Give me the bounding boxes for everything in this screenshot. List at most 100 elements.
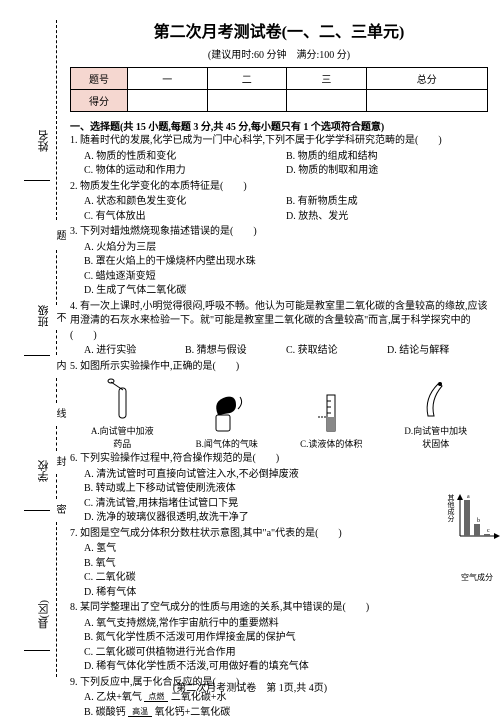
fig-d: D.向试管中加块状固体 xyxy=(401,378,471,450)
q2-b: B. 有新物质生成 xyxy=(286,195,488,210)
seal-char-3: 内 xyxy=(52,360,67,370)
arrow-line-icon xyxy=(128,716,152,717)
margin-county-line xyxy=(24,650,50,651)
q4: 4. 有一次上课时,小明觉得很闷,呼吸不畅。他认为可能是教室里二氧化碳的含量较高… xyxy=(70,300,488,344)
q1-a: A. 物质的性质和变化 xyxy=(84,150,286,165)
q1-c: C. 物体的运动和作用力 xyxy=(84,164,286,179)
seal-line-6 xyxy=(56,474,57,499)
svg-text:b: b xyxy=(477,518,480,524)
q9-b: B. 碳酸钙 高温 氧化钙+二氧化碳 xyxy=(84,706,488,720)
th-score: 得分 xyxy=(71,90,128,112)
td-1: 一 xyxy=(128,68,208,90)
td-total: 总分 xyxy=(366,68,487,90)
chart-ylabel: 其他成分 xyxy=(446,494,456,522)
fig-b-label: B.闻气体的气味 xyxy=(196,439,258,449)
smell-gas-icon xyxy=(206,391,248,435)
margin-school-line xyxy=(24,510,50,511)
seal-char-2: 不 xyxy=(52,312,67,322)
margin-name-line xyxy=(24,180,50,181)
q6-opts: A. 清洗试管时可直接向试管注入水,不必倒掉废液 B. 转动或上下移动试管使刷洗… xyxy=(70,468,488,526)
seal-line-1 xyxy=(56,20,57,220)
bar-chart-icon: a b c xyxy=(452,492,500,542)
q2-c: C. 有气体放出 xyxy=(84,210,286,225)
q6-b: B. 转动或上下移动试管使刷洗液体 xyxy=(84,482,488,497)
q3-c: C. 蜡烛逐渐变短 xyxy=(84,270,488,285)
q5: 5. 如图所示实验操作中,正确的是( ) xyxy=(70,360,488,375)
td-2: 二 xyxy=(207,68,287,90)
fig-a-label: A.向试管中加液药品 xyxy=(91,426,154,449)
q2-opts: A. 状态和颜色发生变化 B. 有新物质生成 C. 有气体放出 D. 放热、发光 xyxy=(70,195,488,224)
q2: 2. 物质发生化学变化的本质特征是( ) xyxy=(70,180,488,195)
q8: 8. 某同学整理出了空气成分的性质与用途的关系,其中错误的是( ) xyxy=(70,601,488,616)
q8-b: B. 氮气化学性质不活泼可用作焊接金属的保护气 xyxy=(84,631,488,646)
q4-text: 4. 有一次上课时,小明觉得很闷,呼吸不畅。他认为可能是教室里二氧化碳的含量较高… xyxy=(70,301,488,341)
q3-b: B. 罩在火焰上的干燥烧杯内壁出现水珠 xyxy=(84,255,488,270)
section-1-head: 一、选择题(共 15 小题,每题 3 分,共 45 分,每小题只有 1 个选项符… xyxy=(70,118,488,133)
q7-c: C. 二氧化碳 xyxy=(84,571,488,586)
tube-pour-icon xyxy=(103,378,141,422)
fig-b: B.闻气体的气味 xyxy=(192,391,262,450)
q4-c: C. 获取结论 xyxy=(286,344,387,359)
q7-a: A. 氢气 xyxy=(84,542,488,557)
q3-d: D. 生成了气体二氧化碳 xyxy=(84,284,488,299)
seal-char-4: 线 xyxy=(52,408,67,418)
q6: 6. 下列实验操作过程中,符合操作规范的是( ) xyxy=(70,452,488,467)
seal-line-7 xyxy=(56,522,57,677)
fig-c-label: C.读液体的体积 xyxy=(300,439,362,449)
margin-name-label: 姓名 xyxy=(36,130,52,152)
q1-d: D. 物质的制取和用途 xyxy=(286,164,488,179)
score-cell[interactable] xyxy=(207,90,287,112)
q7-d: D. 稀有气体 xyxy=(84,586,488,601)
q3-opts: A. 火焰分为三层 B. 罩在火焰上的干燥烧杯内壁出现水珠 C. 蜡烛逐渐变短 … xyxy=(70,241,488,299)
q3: 3. 下列对蜡烛燃烧现象描述错误的是( ) xyxy=(70,225,488,240)
seal-char-6: 密 xyxy=(52,504,67,514)
page-subtitle: (建议用时:60 分钟 满分:100 分) xyxy=(70,46,488,61)
q4-opts: A. 进行实验 B. 猜想与假设 C. 获取结论 D. 结论与解释 xyxy=(70,344,488,359)
seal-line-4 xyxy=(56,378,57,403)
seal-char-5: 封 xyxy=(52,456,67,466)
q9a-over: 点燃 xyxy=(144,693,168,701)
score-cell[interactable] xyxy=(128,90,208,112)
svg-text:a: a xyxy=(467,494,470,500)
arrow-line-icon xyxy=(144,701,168,702)
q1-opts: A. 物质的性质和变化 B. 物质的组成和结构 C. 物体的运动和作用力 D. … xyxy=(70,150,488,179)
chart-xlabel: 空气成分 xyxy=(450,572,500,583)
q4-a: A. 进行实验 xyxy=(84,344,185,359)
q4-b: B. 猜想与假设 xyxy=(185,344,286,359)
margin-county-label: 县(区) xyxy=(36,600,52,629)
bar-chart: a b c 其他成分 空气成分 xyxy=(450,492,500,583)
q2-a: A. 状态和颜色发生变化 xyxy=(84,195,286,210)
read-volume-icon xyxy=(316,391,346,435)
seal-line-3 xyxy=(56,330,57,355)
th-number: 题号 xyxy=(71,68,128,90)
q8-d: D. 稀有气体化学性质不活泼,可用做好看的填充气体 xyxy=(84,660,488,675)
q8-a: A. 氧气支持燃烧,常作宇宙航行中的重要燃料 xyxy=(84,617,488,632)
q7: 7. 如图是空气成分体积分数柱状示意图,其中"a"代表的是( ) xyxy=(70,527,488,542)
q5-figures: A.向试管中加液药品 B.闻气体的气味 xyxy=(70,378,488,450)
score-table: 题号 一 二 三 总分 得分 xyxy=(70,67,488,112)
seal-char-1: 题 xyxy=(52,230,67,240)
content-area: 第二次月考测试卷(一、二、三单元) (建议用时:60 分钟 满分:100 分) … xyxy=(70,18,488,720)
fig-c: C.读液体的体积 xyxy=(296,391,366,450)
page-title: 第二次月考测试卷(一、二、三单元) xyxy=(70,18,488,42)
margin-class-line xyxy=(24,355,50,356)
q6-a: A. 清洗试管时可直接向试管注入水,不必倒掉废液 xyxy=(84,468,488,483)
score-cell[interactable] xyxy=(287,90,367,112)
q9b-pre: B. 碳酸钙 xyxy=(84,707,126,718)
margin-label-column: 姓名 班级 学校 县(区) 题 不 内 线 封 密 xyxy=(8,0,63,700)
q3-a: A. 火焰分为三层 xyxy=(84,241,488,256)
q8-opts: A. 氧气支持燃烧,常作宇宙航行中的重要燃料 B. 氮气化学性质不活泼可用作焊接… xyxy=(70,617,488,675)
q7-b: B. 氧气 xyxy=(84,557,488,572)
q9b-post: 氧化钙+二氧化碳 xyxy=(155,707,231,718)
fig-d-label: D.向试管中加块状固体 xyxy=(404,426,467,449)
q1: 1. 随着时代的发展,化学已成为一门中心科学,下列不属于化学学科研究范畴的是( … xyxy=(70,134,488,149)
score-cell[interactable] xyxy=(366,90,487,112)
q9b-over: 高温 xyxy=(128,708,152,716)
q6-c: C. 清洗试管,用抹指堵住试管口下晃 xyxy=(84,497,488,512)
q7-opts: A. 氢气 B. 氧气 C. 二氧化碳 D. 稀有气体 xyxy=(70,542,488,600)
q8-c: C. 二氧化碳可供植物进行光合作用 xyxy=(84,646,488,661)
margin-class-label: 班级 xyxy=(36,305,52,327)
q4-d: D. 结论与解释 xyxy=(387,344,488,359)
page-footer: (第二次月考测试卷 第 1页,共 4页) xyxy=(0,679,500,694)
q9-opts: A. 乙炔+氧气 点燃 二氧化碳+水 B. 碳酸钙 高温 氧化钙+二氧化碳 xyxy=(70,691,488,720)
